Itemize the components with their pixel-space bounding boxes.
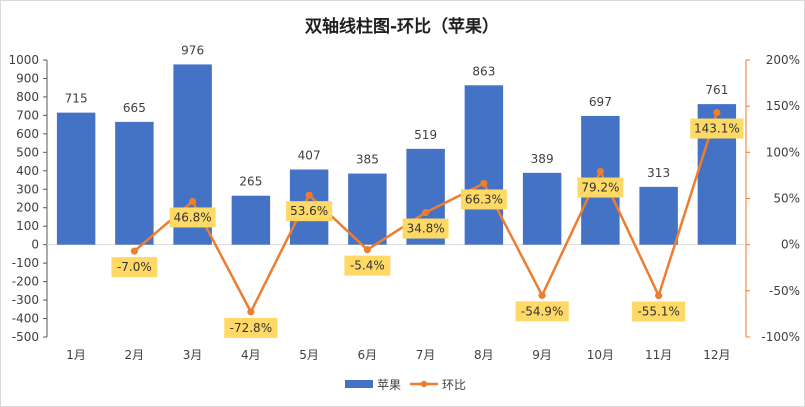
- right-tick-label: 50%: [773, 192, 800, 206]
- bar-value-label: 519: [414, 128, 437, 142]
- bar: [522, 172, 562, 245]
- line-point: [655, 291, 663, 300]
- left-tick-label: 900: [16, 71, 39, 85]
- bar-value-label: 761: [705, 83, 728, 97]
- line-point: [480, 179, 488, 188]
- left-tick-label: 700: [16, 108, 39, 122]
- chart-title: 双轴线柱图-环比（苹果）: [305, 16, 499, 37]
- pct-label: 143.1%: [694, 122, 740, 136]
- x-tick-label: 5月: [299, 348, 319, 362]
- line-point: [713, 108, 721, 117]
- right-tick-label: -100%: [761, 330, 800, 344]
- pct-label: 34.8%: [407, 222, 445, 236]
- left-tick-label: -500: [12, 330, 39, 344]
- pct-label-box: [515, 301, 569, 322]
- bar-value-label: 389: [531, 152, 554, 166]
- pct-label: 79.2%: [581, 181, 619, 195]
- bar: [56, 112, 96, 245]
- axes-group: 10009008007006005004003002001000-100-200…: [8, 53, 800, 362]
- right-tick-label: 200%: [766, 53, 800, 67]
- legend-label-line: 环比: [442, 378, 466, 392]
- line-point: [422, 208, 430, 217]
- x-tick-label: 9月: [532, 348, 552, 362]
- left-tick-label: -400: [12, 312, 39, 326]
- bars-group: [56, 64, 737, 245]
- bar: [231, 195, 271, 245]
- bar-labels-group: 715 665 976 265 407 385 519 863 389 697 313 761: [65, 43, 729, 188]
- line-point: [538, 291, 546, 299]
- left-tick-label: 1000: [8, 53, 39, 67]
- pct-label-box: [224, 317, 278, 338]
- bar-value-label: 313: [647, 166, 670, 180]
- left-tick-label: 300: [16, 182, 39, 196]
- pct-label: 66.3%: [465, 192, 503, 206]
- left-tick-label: 100: [16, 219, 39, 233]
- pct-label-box: [632, 301, 686, 322]
- x-tick-label: 1月: [66, 348, 86, 362]
- right-tick-label: 100%: [766, 145, 800, 159]
- pct-label: 53.6%: [290, 204, 328, 218]
- bar: [464, 85, 504, 245]
- bar-value-label: 715: [65, 92, 88, 106]
- left-tick-label: 600: [16, 127, 39, 141]
- bar-value-label: 863: [472, 64, 495, 78]
- x-tick-label: 12月: [703, 348, 730, 362]
- pct-label: 46.8%: [174, 210, 212, 224]
- left-tick-label: 800: [16, 90, 39, 104]
- pct-label: -72.8%: [230, 321, 272, 335]
- pct-label: -5.4%: [350, 259, 385, 273]
- left-tick-label: 200: [16, 201, 39, 215]
- pct-label-box: [111, 257, 158, 278]
- bar-value-label: 665: [123, 101, 146, 115]
- left-tick-label: -200: [12, 275, 39, 289]
- bar: [348, 173, 387, 245]
- x-tick-label: 2月: [125, 348, 145, 362]
- bar-value-label: 265: [239, 175, 262, 189]
- left-tick-label: 0: [31, 238, 39, 252]
- line-group: -7.0% 46.8% -72.8% 53.6% -5.4% 34.8% 66.3% -54.…: [111, 108, 744, 338]
- pct-label: -54.9%: [521, 304, 563, 318]
- line-point: [130, 247, 138, 255]
- pct-label-box: [344, 255, 391, 276]
- x-tick-label: 10月: [587, 348, 614, 362]
- pct-label-box: [169, 207, 216, 228]
- x-tick-label: 3月: [183, 348, 203, 362]
- pct-label-box: [577, 177, 624, 198]
- right-tick-label: -50%: [769, 284, 800, 298]
- bar-value-label: 697: [589, 95, 612, 109]
- pct-label-box: [286, 201, 333, 222]
- bar-value-label: 407: [298, 149, 321, 163]
- line-point: [596, 167, 604, 176]
- legend-swatch-bar: [345, 380, 373, 388]
- x-tick-label: 11月: [645, 348, 672, 362]
- right-tick-label: 150%: [766, 99, 800, 113]
- line-point: [189, 197, 197, 206]
- legend-label-bar: 苹果: [377, 378, 401, 392]
- left-tick-label: -100: [12, 256, 39, 270]
- pct-label: -7.0%: [117, 260, 152, 274]
- left-tick-label: -300: [12, 293, 39, 307]
- pct-label-box: [460, 189, 507, 210]
- bar: [115, 121, 154, 245]
- x-tick-label: 7月: [416, 348, 436, 362]
- line-point: [363, 246, 371, 254]
- pct-label-box: [402, 218, 449, 239]
- x-tick-label: 6月: [358, 348, 378, 362]
- x-tick-label: 8月: [474, 348, 494, 362]
- left-tick-label: 500: [16, 145, 39, 159]
- bar: [639, 186, 678, 245]
- right-tick-label: 0%: [781, 238, 800, 252]
- line-point: [305, 191, 313, 199]
- line-point: [247, 308, 255, 316]
- x-tick-label: 4月: [241, 348, 261, 362]
- pct-label: -55.1%: [637, 305, 679, 319]
- bar-value-label: 976: [181, 43, 204, 57]
- left-tick-label: 400: [16, 164, 39, 178]
- legend-swatch-marker: [420, 380, 428, 388]
- legend: 苹果 环比: [345, 378, 466, 392]
- pct-label-box: [690, 118, 744, 139]
- bar-value-label: 385: [356, 153, 379, 167]
